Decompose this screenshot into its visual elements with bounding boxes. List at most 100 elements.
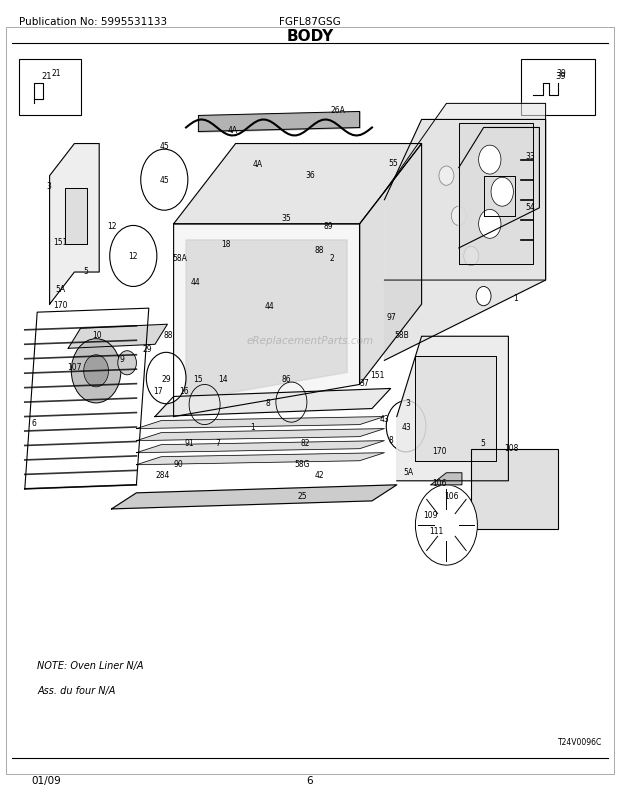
Text: 16: 16 <box>179 387 189 396</box>
Polygon shape <box>415 357 496 461</box>
Text: 6: 6 <box>307 775 313 784</box>
Text: 45: 45 <box>159 141 169 151</box>
Circle shape <box>476 287 491 306</box>
Text: 7: 7 <box>216 438 221 448</box>
Polygon shape <box>136 417 384 429</box>
Text: 106: 106 <box>444 491 459 500</box>
Text: 44: 44 <box>190 277 200 287</box>
Text: 4A: 4A <box>228 125 237 135</box>
Text: FGFL87GSG: FGFL87GSG <box>279 18 341 27</box>
Text: 89: 89 <box>324 221 334 231</box>
Text: 5A: 5A <box>403 467 413 476</box>
Text: 86: 86 <box>281 374 291 383</box>
Text: 170: 170 <box>53 300 68 310</box>
Text: 2: 2 <box>329 253 334 263</box>
Text: 43: 43 <box>401 422 411 431</box>
Circle shape <box>146 353 186 404</box>
Polygon shape <box>459 124 533 265</box>
Text: 4A: 4A <box>252 160 262 169</box>
Text: 35: 35 <box>281 213 291 223</box>
Text: 21: 21 <box>51 69 61 79</box>
Circle shape <box>386 401 426 452</box>
Polygon shape <box>174 144 422 225</box>
Text: 36: 36 <box>305 170 315 180</box>
Text: 8: 8 <box>388 435 393 444</box>
Text: 26A: 26A <box>330 106 345 115</box>
Text: 45: 45 <box>159 176 169 185</box>
Text: 151: 151 <box>53 237 68 247</box>
Text: Ass. du four N/A: Ass. du four N/A <box>37 685 115 695</box>
Bar <box>6 44 614 754</box>
Circle shape <box>141 150 188 211</box>
Circle shape <box>118 351 136 375</box>
Text: eReplacementParts.com: eReplacementParts.com <box>246 336 374 346</box>
Polygon shape <box>155 389 391 417</box>
Text: 5A: 5A <box>55 284 65 294</box>
Polygon shape <box>136 453 384 465</box>
Polygon shape <box>384 104 546 281</box>
Text: 54: 54 <box>525 202 535 212</box>
Text: 9: 9 <box>120 354 125 364</box>
Polygon shape <box>174 225 360 417</box>
Polygon shape <box>112 485 397 509</box>
Text: 284: 284 <box>155 470 170 480</box>
Polygon shape <box>186 241 347 401</box>
Text: 44: 44 <box>265 302 275 311</box>
Text: 55: 55 <box>389 158 399 168</box>
Text: 39: 39 <box>556 71 567 81</box>
Text: 82: 82 <box>300 438 310 448</box>
Text: 33: 33 <box>525 152 535 161</box>
Text: 6: 6 <box>32 419 37 428</box>
Text: 8: 8 <box>265 398 270 407</box>
Text: 12: 12 <box>128 252 138 261</box>
Text: 58G: 58G <box>295 459 311 468</box>
Circle shape <box>491 178 513 207</box>
Text: 21: 21 <box>42 71 51 81</box>
Text: 88: 88 <box>164 330 174 340</box>
Text: 111: 111 <box>429 526 443 536</box>
Polygon shape <box>384 120 546 361</box>
Text: 12: 12 <box>107 221 117 231</box>
Circle shape <box>439 167 454 186</box>
Polygon shape <box>50 144 99 305</box>
Polygon shape <box>136 429 384 441</box>
Text: 17: 17 <box>153 387 163 396</box>
Polygon shape <box>68 325 167 349</box>
Text: 14: 14 <box>218 374 228 383</box>
Text: 170: 170 <box>432 446 446 456</box>
Text: 58B: 58B <box>394 330 409 340</box>
Text: 15: 15 <box>193 374 203 383</box>
Text: 107: 107 <box>67 363 82 372</box>
Circle shape <box>479 210 501 239</box>
Text: 58A: 58A <box>172 253 187 263</box>
Polygon shape <box>136 441 384 453</box>
Text: 90: 90 <box>174 459 184 468</box>
Text: 3: 3 <box>405 398 410 407</box>
Text: 37: 37 <box>360 379 370 388</box>
Text: T24V0096C: T24V0096C <box>557 737 602 747</box>
Text: 91: 91 <box>184 438 194 448</box>
Text: 1: 1 <box>513 294 518 303</box>
Text: 1: 1 <box>250 422 255 431</box>
Text: 43: 43 <box>379 414 389 423</box>
Polygon shape <box>65 188 87 245</box>
Text: 3: 3 <box>46 181 51 191</box>
Text: 88: 88 <box>314 245 324 255</box>
FancyBboxPatch shape <box>19 60 81 116</box>
Circle shape <box>464 247 479 266</box>
Text: NOTE: Oven Liner N/A: NOTE: Oven Liner N/A <box>37 661 144 670</box>
Polygon shape <box>360 144 422 385</box>
Text: 42: 42 <box>314 470 324 480</box>
Text: 109: 109 <box>423 510 438 520</box>
Circle shape <box>110 226 157 287</box>
Bar <box>471 449 558 529</box>
Text: 01/09: 01/09 <box>31 775 61 784</box>
Text: 151: 151 <box>370 371 384 380</box>
Text: 39: 39 <box>556 69 566 79</box>
Text: 106: 106 <box>432 478 446 488</box>
Text: 10: 10 <box>92 330 102 340</box>
FancyBboxPatch shape <box>521 60 595 116</box>
Text: 5: 5 <box>480 438 485 448</box>
Polygon shape <box>431 473 462 485</box>
Text: 29: 29 <box>161 374 171 383</box>
